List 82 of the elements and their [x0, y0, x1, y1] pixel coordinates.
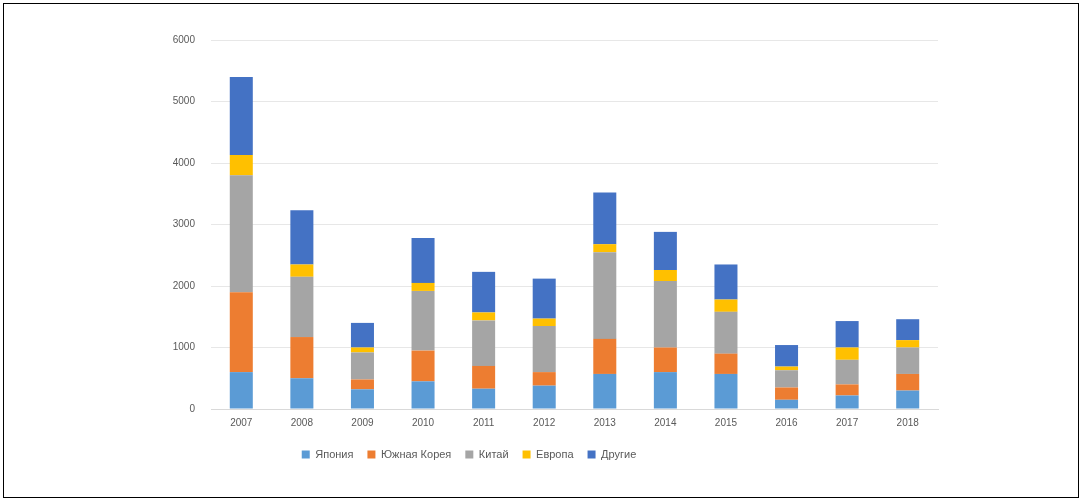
bar	[593, 373, 617, 409]
bar	[472, 320, 496, 366]
bar	[229, 175, 253, 293]
bar	[350, 352, 374, 380]
bar	[653, 231, 677, 271]
x-tick-label: 2015	[714, 416, 738, 428]
bar	[229, 155, 253, 176]
y-tick-label: 2000	[172, 279, 196, 291]
y-tick-label: 1000	[172, 341, 196, 353]
bar	[350, 379, 374, 390]
y-tick-label: 0	[189, 402, 196, 414]
bar	[532, 372, 556, 386]
bar	[896, 340, 920, 348]
bar	[350, 322, 374, 348]
bar	[714, 373, 738, 409]
bar	[593, 252, 617, 339]
bar	[411, 282, 435, 291]
bar	[714, 311, 738, 354]
bar	[835, 384, 859, 396]
bar	[896, 319, 920, 341]
legend-label: Китай	[478, 447, 509, 460]
bar	[229, 76, 253, 156]
bar	[835, 321, 859, 348]
y-tick-label: 4000	[172, 156, 196, 168]
bar	[775, 370, 799, 388]
bar	[532, 278, 556, 319]
x-tick-label: 2013	[593, 416, 617, 428]
bar	[775, 399, 799, 409]
legend-label: Европа	[536, 447, 575, 460]
bar	[472, 388, 496, 409]
bar	[350, 389, 374, 409]
bar	[411, 350, 435, 382]
bar	[593, 338, 617, 374]
bar	[532, 325, 556, 373]
legend-label: Япония	[315, 447, 354, 460]
x-tick-label: 2014	[654, 416, 677, 428]
bar	[290, 276, 314, 338]
bar	[714, 299, 738, 312]
x-tick-label: 2011	[472, 416, 495, 428]
bar	[835, 347, 859, 360]
bar	[290, 210, 314, 265]
y-tick-label: 5000	[172, 95, 196, 107]
bar	[472, 312, 496, 321]
bar	[411, 238, 435, 283]
x-tick-label: 2012	[533, 416, 556, 428]
bar	[290, 264, 314, 277]
bar	[896, 390, 920, 409]
bar	[714, 264, 738, 300]
bar	[835, 395, 859, 409]
bar	[896, 347, 920, 374]
bar	[472, 365, 496, 389]
bar	[653, 372, 677, 409]
bar	[896, 373, 920, 391]
y-tick-label: 6000	[172, 33, 196, 45]
bar	[775, 345, 799, 367]
x-tick-label: 2008	[290, 416, 314, 428]
bar	[472, 271, 496, 313]
bar	[653, 347, 677, 373]
bar	[532, 385, 556, 409]
bar	[653, 270, 677, 282]
bar	[290, 378, 314, 409]
bar	[229, 292, 253, 373]
bar	[835, 359, 859, 385]
bar	[229, 372, 253, 409]
bar	[411, 290, 435, 351]
x-tick-label: 2010	[411, 416, 435, 428]
bar	[593, 244, 617, 253]
bar	[653, 281, 677, 348]
legend-label: Южная Корея	[380, 447, 452, 460]
x-tick-label: 2018	[896, 416, 920, 428]
x-tick-label: 2017	[836, 416, 859, 428]
bar	[290, 337, 314, 379]
bar	[714, 353, 738, 374]
bar	[593, 192, 617, 245]
bar	[532, 318, 556, 326]
bar	[775, 387, 799, 400]
x-tick-label: 2016	[775, 416, 799, 428]
y-tick-label: 3000	[172, 218, 196, 230]
x-tick-label: 2009	[351, 416, 375, 428]
x-tick-label: 2007	[230, 416, 253, 428]
bar	[411, 381, 435, 409]
legend-label: Другие	[601, 447, 637, 460]
